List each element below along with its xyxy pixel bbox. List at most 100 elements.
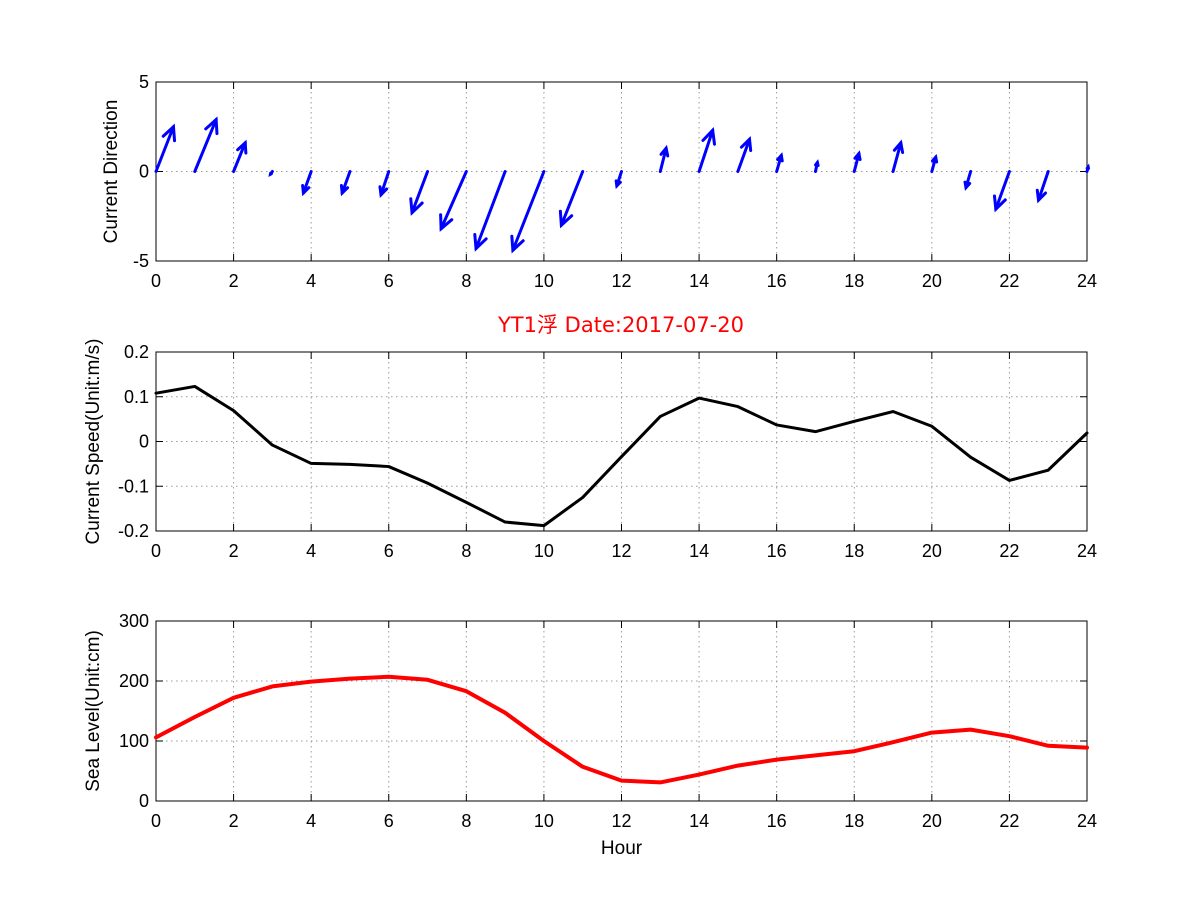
x-tick-label: 0 <box>151 811 161 831</box>
x-tick-label: 14 <box>689 271 709 291</box>
x-tick-label: 8 <box>461 541 471 561</box>
x-tick-label: 18 <box>844 811 864 831</box>
direction-arrow <box>154 123 177 173</box>
arrow-head <box>814 159 820 167</box>
arrow-head <box>510 234 525 254</box>
x-tick-label: 12 <box>611 271 631 291</box>
y-tick-label: 0 <box>139 432 149 452</box>
x-tick-label: 2 <box>229 271 239 291</box>
y-tick-label: 0 <box>139 162 149 182</box>
arrow-shaft <box>410 170 430 215</box>
direction-arrow <box>992 170 1011 213</box>
x-tick-label: 6 <box>384 541 394 561</box>
x-tick-label: 22 <box>999 541 1019 561</box>
x-tick-label: 10 <box>534 271 554 291</box>
arrow-shaft <box>559 170 585 227</box>
arrow-head <box>439 213 454 232</box>
current-speed-panel: 0 2 4 6 8 10 12 14 16 18 20 22 24-0.2-0.100.10.2Curr… <box>83 339 1097 561</box>
arrow-shaft <box>736 137 752 173</box>
figure-title: YT1浮 Date:2017-07-20 <box>497 313 744 337</box>
x-tick-label: 18 <box>844 541 864 561</box>
arrow-head <box>204 116 219 136</box>
direction-arrow <box>1085 163 1090 173</box>
x-tick-label: 14 <box>689 541 709 561</box>
x-tick-label: 2 <box>229 541 239 561</box>
arrow-shaft <box>474 170 507 250</box>
arrow-head <box>853 150 862 162</box>
x-tick-label: 24 <box>1077 271 1097 291</box>
y-tick-label: 300 <box>119 611 149 631</box>
arrow-head <box>378 185 389 199</box>
arrow-shaft <box>658 146 668 173</box>
arrow-shaft <box>511 170 546 252</box>
x-tick-label: 4 <box>306 541 316 561</box>
y-tick-label: 0.2 <box>124 342 149 362</box>
arrow-shaft <box>193 118 218 173</box>
arrow-shaft <box>301 170 313 195</box>
x-tick-label: 6 <box>384 271 394 291</box>
direction-arrow <box>409 170 430 216</box>
arrow-head <box>1085 163 1090 171</box>
direction-arrow <box>268 170 274 177</box>
arrow-head <box>473 233 488 252</box>
arrow-head <box>659 144 670 158</box>
direction-arrow <box>473 170 507 252</box>
direction-arrow <box>963 170 973 191</box>
x-tick-label: 18 <box>844 271 864 291</box>
x-tick-label: 22 <box>999 811 1019 831</box>
y-tick-label: -0.1 <box>118 476 149 496</box>
direction-arrow <box>558 170 585 229</box>
x-tick-label: 4 <box>306 271 316 291</box>
x-tick-label: 0 <box>151 541 161 561</box>
arrow-head <box>739 136 753 153</box>
x-tick-label: 12 <box>611 811 631 831</box>
y-axis-label: Current Speed(Unit:m/s) <box>83 339 104 545</box>
arrow-head <box>892 139 905 154</box>
arrow-head <box>236 139 248 155</box>
arrow-shaft <box>994 170 1011 211</box>
y-tick-label: 5 <box>139 72 149 92</box>
y-tick-label: -5 <box>133 251 149 271</box>
direction-arrow <box>1035 170 1050 204</box>
direction-arrow <box>736 136 753 173</box>
x-tick-label: 4 <box>306 811 316 831</box>
direction-arrow <box>813 159 820 173</box>
x-tick-label: 8 <box>461 271 471 291</box>
x-tick-label: 8 <box>461 811 471 831</box>
direction-arrow <box>658 144 670 173</box>
y-tick-label: 100 <box>119 731 149 751</box>
arrow-shaft <box>697 128 715 173</box>
x-tick-label: 20 <box>922 811 942 831</box>
direction-arrow <box>301 170 313 197</box>
arrow-head <box>992 194 1007 213</box>
direction-arrow <box>614 170 623 190</box>
arrow-shaft <box>891 141 903 173</box>
arrow-head <box>268 171 273 177</box>
arrow-head <box>161 123 177 143</box>
direction-arrow <box>891 139 905 173</box>
direction-arrow <box>339 170 352 197</box>
direction-arrow <box>378 170 391 199</box>
x-tick-label: 16 <box>767 541 787 561</box>
direction-arrow <box>852 150 862 173</box>
direction-arrow <box>510 170 546 254</box>
x-tick-label: 6 <box>384 811 394 831</box>
y-axis-label: Current Direction <box>101 100 122 244</box>
series-line <box>154 384 1089 528</box>
x-tick-label: 22 <box>999 271 1019 291</box>
y-tick-label: 0.1 <box>124 387 149 407</box>
x-tick-label: 20 <box>922 271 942 291</box>
arrow-head <box>701 127 716 146</box>
x-tick-label: 14 <box>689 811 709 831</box>
arrow-head <box>614 179 622 190</box>
x-tick-label: 10 <box>534 541 554 561</box>
arrow-shaft <box>1037 170 1050 202</box>
x-tick-label: 10 <box>534 811 554 831</box>
arrow-shaft <box>232 141 247 173</box>
x-tick-label: 24 <box>1077 541 1097 561</box>
direction-arrow <box>775 152 784 173</box>
arrow-shaft <box>154 125 175 173</box>
